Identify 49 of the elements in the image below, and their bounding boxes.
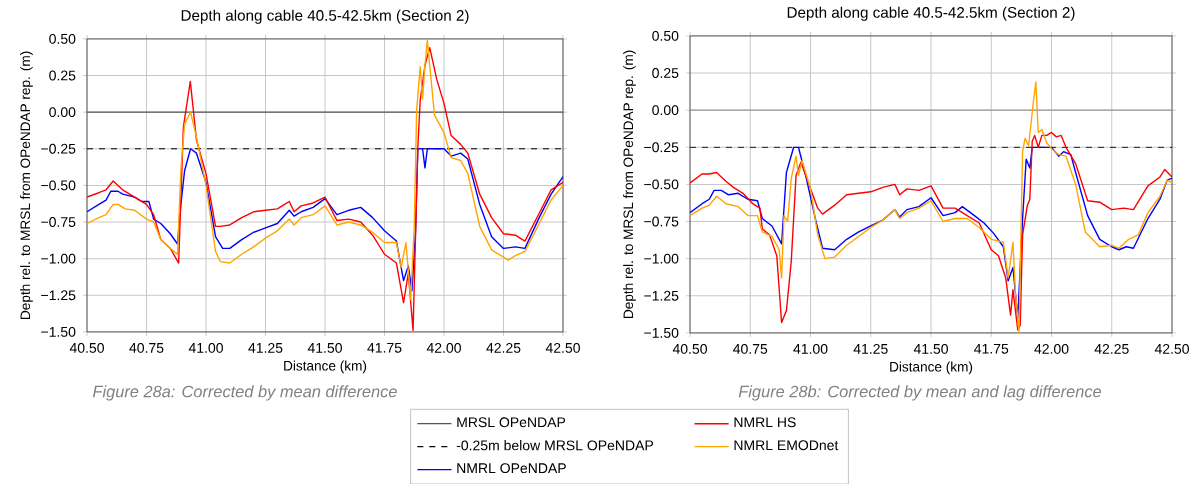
x-tick-label: 40.50: [672, 343, 707, 354]
y-tick-label: −0.25: [41, 143, 76, 154]
legend-label: NMRL EMODnet: [734, 440, 839, 450]
y-tick-label: −0.25: [644, 142, 679, 153]
x-tick-label: 42.25: [1094, 343, 1129, 354]
legend-label: -0.25m below MRSL OPeNDAP: [456, 439, 654, 451]
x-tick-label: 41.25: [248, 342, 283, 353]
y-tick-label: −0.50: [644, 179, 679, 190]
caption: Figure 28a: Corrected by mean difference: [92, 385, 397, 401]
y-tick-label: 0.00: [49, 107, 76, 117]
x-tick-label: 41.75: [367, 342, 402, 353]
chart-title: Depth along cable 40.5-42.5km (Section 2): [787, 6, 1075, 21]
x-tick-label: 42.25: [486, 342, 521, 353]
y-axis-title: Depth rel. to MRSL from OPeNDAP rep. (m): [623, 50, 636, 318]
x-tick-label: 41.50: [913, 343, 948, 354]
y-tick-label: 0.25: [49, 70, 76, 81]
y-tick-label: −0.50: [41, 180, 76, 191]
x-tick-label: 42.00: [426, 342, 461, 353]
y-tick-label: −1.00: [644, 253, 679, 264]
y-tick-label: 0.50: [652, 30, 679, 41]
x-tick-label: 42.50: [1154, 343, 1189, 354]
x-tick-label: 41.00: [188, 342, 223, 353]
y-tick-label: −1.00: [41, 253, 76, 264]
y-tick-label: −1.50: [644, 327, 679, 338]
legend-label: MRSL OPeNDAP: [457, 417, 566, 428]
y-tick-label: 0.00: [652, 105, 679, 115]
y-tick-label: −1.50: [41, 326, 76, 337]
y-axis-title: Depth rel. to MRSL from OPeNDAP rep. (m): [20, 51, 33, 319]
y-tick-label: −1.25: [644, 290, 679, 301]
caption: Figure 28b: Corrected by mean and lag difference: [738, 385, 1102, 401]
x-axis-title: Distance (km): [284, 360, 367, 374]
x-tick-label: 42.00: [1034, 343, 1069, 354]
x-tick-label: 42.50: [545, 342, 580, 353]
y-tick-label: −1.25: [41, 290, 76, 301]
x-tick-label: 41.25: [853, 343, 888, 354]
y-tick-label: −0.75: [644, 216, 679, 227]
chart-title: Depth along cable 40.5-42.5km (Section 2): [181, 9, 469, 24]
y-tick-label: 0.50: [49, 33, 76, 44]
x-axis-title: Distance (km): [890, 361, 973, 375]
x-tick-label: 40.75: [733, 343, 768, 354]
x-tick-label: 40.50: [69, 342, 104, 353]
y-tick-label: −0.75: [41, 216, 76, 227]
x-tick-label: 40.75: [129, 342, 164, 353]
legend-label: NMRL HS: [734, 417, 796, 428]
x-tick-label: 41.00: [793, 343, 828, 354]
legend-label: NMRL OPeNDAP: [457, 463, 566, 473]
x-tick-label: 41.50: [307, 342, 342, 353]
y-tick-label: 0.25: [652, 67, 679, 78]
x-tick-label: 41.75: [974, 343, 1009, 354]
